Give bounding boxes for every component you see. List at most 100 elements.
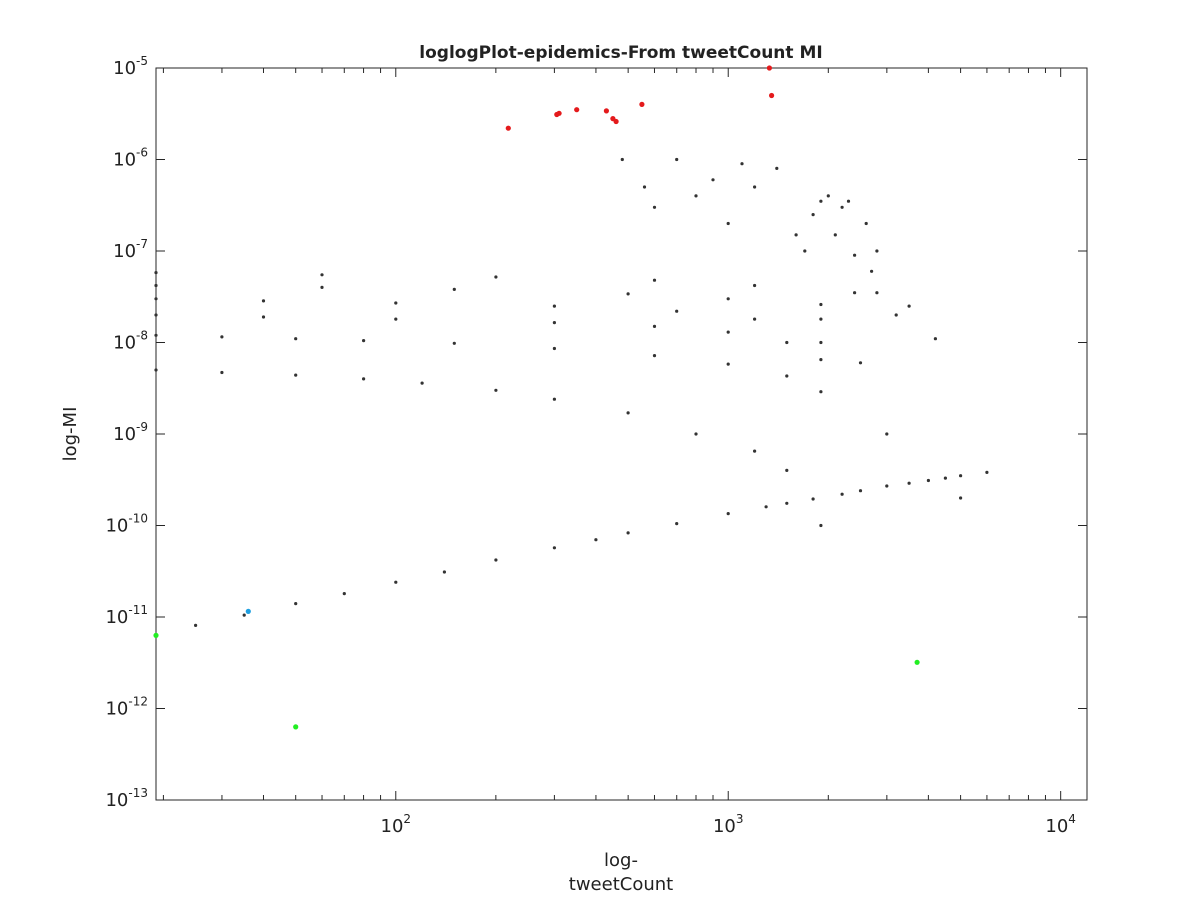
data-point-main — [819, 199, 823, 203]
data-point-main — [626, 292, 630, 296]
data-point-main — [840, 205, 844, 209]
data-point-main — [726, 297, 730, 301]
data-point-main — [785, 501, 789, 505]
data-point-main — [194, 623, 198, 628]
y-tick-label: 10-9 — [113, 420, 148, 445]
y-tick-label: 10-7 — [113, 237, 148, 262]
data-point-main — [819, 390, 823, 394]
data-point-main — [652, 324, 657, 328]
data-point-main — [552, 321, 557, 325]
axis-ticks: 102 103 104 10-13 10-12 10-11 10-10 10-9 10-8 10-… — [105, 54, 1087, 837]
data-point-main — [875, 249, 879, 253]
data-point-main — [811, 213, 815, 217]
y-tick-label: 10-8 — [113, 329, 148, 354]
data-point-main — [870, 269, 874, 273]
data-point-main — [626, 411, 630, 415]
data-point-main — [764, 505, 768, 509]
data-point-main — [362, 339, 366, 343]
data-point-main — [494, 558, 498, 562]
data-point-main — [626, 531, 630, 535]
data-point-main — [594, 538, 598, 542]
data-point-main — [775, 166, 779, 170]
data-point-top — [556, 110, 562, 116]
data-point-main — [753, 317, 757, 321]
data-point-main — [753, 283, 757, 288]
y-tick-label: 10-12 — [105, 695, 148, 720]
data-point-main — [420, 381, 424, 385]
data-point-highlight — [245, 608, 251, 615]
chart-title: loglogPlot-epidemics-From tweetCount MI — [419, 43, 822, 63]
data-point-main — [362, 377, 366, 381]
data-point-main — [726, 330, 730, 334]
x-axis-label-line-2: tweetCount — [569, 874, 673, 895]
data-point-main — [552, 397, 557, 401]
data-point-main — [803, 249, 807, 253]
y-tick-label: 10-13 — [105, 786, 148, 811]
data-point-main — [675, 309, 679, 313]
data-point-main — [819, 340, 823, 345]
data-points — [153, 65, 989, 730]
data-point-main — [220, 335, 224, 339]
data-point-top — [613, 118, 619, 125]
data-point-main — [154, 297, 158, 301]
data-point-bottom — [153, 632, 159, 639]
x-tick-label: 102 — [381, 812, 412, 837]
data-point-main — [342, 592, 346, 596]
data-point-main — [452, 341, 456, 345]
data-point-main — [811, 497, 815, 501]
data-point-top — [603, 108, 610, 114]
data-point-main — [933, 337, 938, 341]
data-point-main — [846, 199, 851, 203]
data-point-main — [840, 492, 844, 496]
data-point-main — [394, 580, 398, 584]
data-point-top — [574, 107, 580, 113]
data-point-main — [943, 476, 948, 480]
data-point-main — [694, 432, 698, 436]
data-point-main — [652, 354, 657, 358]
data-point-main — [907, 481, 911, 485]
data-point-main — [220, 370, 224, 375]
data-point-main — [711, 178, 715, 182]
data-point-main — [740, 162, 744, 166]
data-point-main — [294, 337, 298, 341]
data-point-main — [753, 185, 757, 189]
data-point-bottom — [293, 724, 299, 730]
data-point-main — [885, 432, 889, 436]
data-point-main — [785, 468, 789, 472]
data-point-main — [494, 388, 498, 392]
y-tick-label: 10-10 — [105, 512, 148, 537]
data-point-main — [154, 313, 158, 317]
data-point-main — [833, 233, 837, 237]
data-point-main — [442, 570, 446, 574]
data-point-main — [819, 358, 823, 362]
data-point-main — [642, 185, 647, 189]
x-tick-label: 104 — [1045, 812, 1076, 837]
data-point-main — [694, 194, 698, 198]
data-point-top — [769, 92, 775, 99]
data-point-main — [294, 602, 298, 606]
data-point-main — [726, 221, 730, 226]
data-point-main — [552, 304, 557, 308]
data-point-main — [794, 233, 798, 237]
x-axis-label-line-1: log- — [604, 850, 638, 871]
data-point-main — [885, 484, 889, 488]
data-point-main — [494, 275, 498, 279]
data-point-main — [394, 317, 398, 321]
data-point-main — [959, 496, 963, 500]
data-point-main — [154, 271, 158, 275]
data-point-main — [959, 474, 963, 478]
data-point-main — [894, 313, 898, 317]
data-point-main — [294, 373, 298, 377]
data-point-main — [819, 523, 823, 528]
data-point-main — [858, 361, 863, 365]
data-point-main — [620, 157, 624, 162]
data-point-main — [926, 478, 931, 483]
data-point-main — [154, 283, 158, 288]
data-point-main — [875, 291, 879, 295]
data-point-main — [552, 346, 557, 351]
data-point-main — [242, 613, 246, 617]
data-point-main — [552, 546, 557, 550]
data-point-top — [639, 101, 645, 107]
data-point-main — [819, 302, 823, 307]
